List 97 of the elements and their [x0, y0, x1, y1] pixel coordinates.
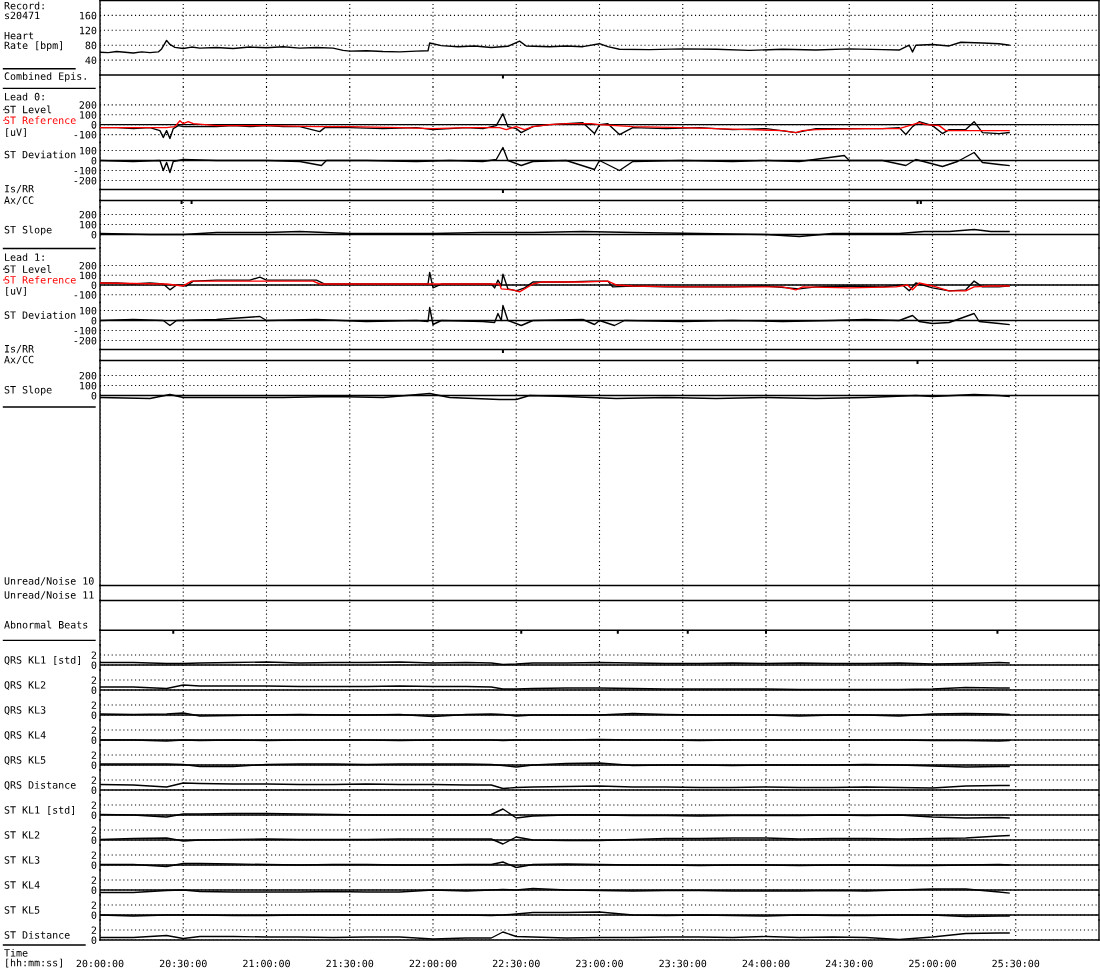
y-tick-label: 100	[80, 306, 97, 315]
x-tick-label: 20:30:00	[159, 959, 207, 968]
y-tick-label: 0	[91, 861, 97, 869]
y-axis-title: QRS Distance	[4, 780, 76, 790]
y-axis-title: [uV]	[6, 128, 26, 138]
y-axis-title: Is/RR	[4, 185, 35, 194]
y-tick-label: -100	[74, 326, 97, 335]
y-tick-label: 0	[91, 811, 97, 819]
y-tick-label: 2	[91, 826, 97, 834]
y-tick-label: 100	[80, 146, 97, 155]
y-tick-label: -100	[74, 130, 97, 139]
y-tick-label: 0	[91, 736, 97, 744]
y-axis-title: Heart Rate [bpm]	[4, 31, 62, 52]
y-axis-title: ST KL4	[4, 881, 40, 889]
y-axis-title: ST Deviation	[4, 150, 76, 159]
y-tick-label: 200	[79, 210, 97, 219]
x-tick-label: 21:30:00	[326, 959, 374, 968]
y-tick-label: 0	[91, 711, 97, 719]
y-axis-title: Combined Epis.	[4, 72, 86, 82]
y-tick-label: 0	[91, 121, 97, 129]
y-tick-label: 2	[91, 701, 97, 709]
text: Unread/Noise 11	[4, 590, 94, 600]
y-tick-label: 0	[91, 761, 97, 769]
legend-label: ST Reference	[4, 116, 76, 125]
y-tick-label: 200	[79, 101, 97, 109]
y-tick-label: 200	[79, 261, 97, 270]
y-tick-label: 2	[91, 651, 97, 659]
y-tick-label: 0	[91, 661, 97, 669]
x-tick-label: 20:00:00	[76, 959, 124, 968]
y-axis-title: ST Slope	[4, 385, 52, 396]
y-axis-title: Ax/CC	[4, 196, 34, 205]
y-tick-label: 100	[80, 381, 97, 390]
x-tick-label: 23:30:00	[659, 959, 707, 968]
y-tick-label: 0	[91, 230, 97, 239]
y-axis-title: QRS KL3	[4, 706, 46, 715]
y-tick-label: 2	[91, 751, 97, 759]
y-tick-label: 2	[91, 801, 97, 809]
y-tick-label: 2	[91, 876, 97, 884]
y-tick-label: 100	[80, 111, 97, 119]
y-tick-label: 0	[91, 936, 97, 944]
y-axis-title: QRS KL4	[4, 731, 46, 740]
y-axis-title: QRS KL2	[4, 681, 46, 690]
y-tick-label: 0	[91, 686, 97, 694]
y-tick-label: 2	[91, 926, 97, 934]
x-tick-label: 25:00:00	[909, 959, 956, 968]
y-axis-title: ST Deviation	[4, 311, 76, 319]
y-tick-label: 2	[91, 776, 97, 784]
x-axis-title: Time [hh:mm:ss]	[4, 948, 62, 968]
x-tick-label: 23:00:00	[576, 959, 623, 968]
x-tick-label: 21:00:00	[243, 959, 290, 968]
y-axis-title: ST Distance	[4, 930, 70, 939]
y-tick-label: 2	[91, 901, 97, 909]
x-tick-label: 22:30:00	[492, 959, 540, 968]
chart-title: Lead 1:	[5, 253, 44, 261]
legend-label: ST Level	[4, 105, 52, 114]
x-tick-label: 22:00:00	[409, 959, 457, 968]
y-tick-label: 0	[91, 156, 97, 165]
y-axis-title: ST KL5	[4, 906, 40, 914]
y-axis-title: ST KL1 [std]	[4, 805, 74, 815]
y-axis-title: QRS KL5	[4, 756, 46, 765]
y-axis-title: Is/RR	[4, 345, 35, 354]
y-tick-label: 2	[91, 676, 97, 684]
x-tick-label: 25:30:00	[992, 959, 1040, 968]
y-tick-label: 200	[79, 371, 97, 380]
y-tick-label: 0	[91, 281, 97, 289]
y-tick-label: -100	[74, 166, 97, 175]
y-tick-label: 2	[91, 726, 97, 734]
y-tick-label: 2	[91, 851, 97, 859]
legend-label: ST Reference	[4, 275, 76, 284]
y-tick-label: 100	[80, 271, 97, 280]
y-axis-title: ST KL2	[4, 831, 40, 839]
y-axis-title: ST Slope	[4, 225, 52, 236]
y-tick-label: 0	[91, 886, 97, 894]
y-axis-title: ST KL3	[4, 856, 40, 864]
y-axis-title: Abnormal Beats	[4, 620, 88, 629]
y-tick-label: 40	[85, 56, 97, 65]
y-axis-title: [uV]	[6, 286, 26, 296]
y-tick-label: 0	[91, 786, 97, 794]
y-tick-label: 160	[80, 11, 97, 20]
x-tick-label: 24:00:00	[742, 959, 790, 968]
y-tick-label: -100	[74, 291, 97, 299]
y-tick-label: -200	[74, 176, 97, 185]
chart-title: Record: s20471	[4, 1, 44, 20]
y-tick-label: 0	[91, 911, 97, 919]
y-tick-label: 120	[80, 26, 97, 35]
text: Unread/Noise 10	[4, 576, 94, 586]
y-tick-label: -200	[74, 336, 97, 345]
y-axis-title: Ax/CC	[4, 355, 34, 365]
y-axis-title: QRS KL1 [std]	[4, 655, 81, 665]
y-tick-label: 0	[91, 391, 97, 400]
y-tick-label: 80	[85, 41, 97, 50]
y-tick-label: 100	[80, 220, 97, 229]
y-tick-label: 0	[91, 316, 97, 325]
x-tick-label: 24:30:00	[825, 959, 873, 968]
y-tick-label: 0	[91, 836, 97, 844]
chart-title: Lead 0:	[5, 92, 44, 101]
legend-label: ST Level	[4, 265, 52, 273]
